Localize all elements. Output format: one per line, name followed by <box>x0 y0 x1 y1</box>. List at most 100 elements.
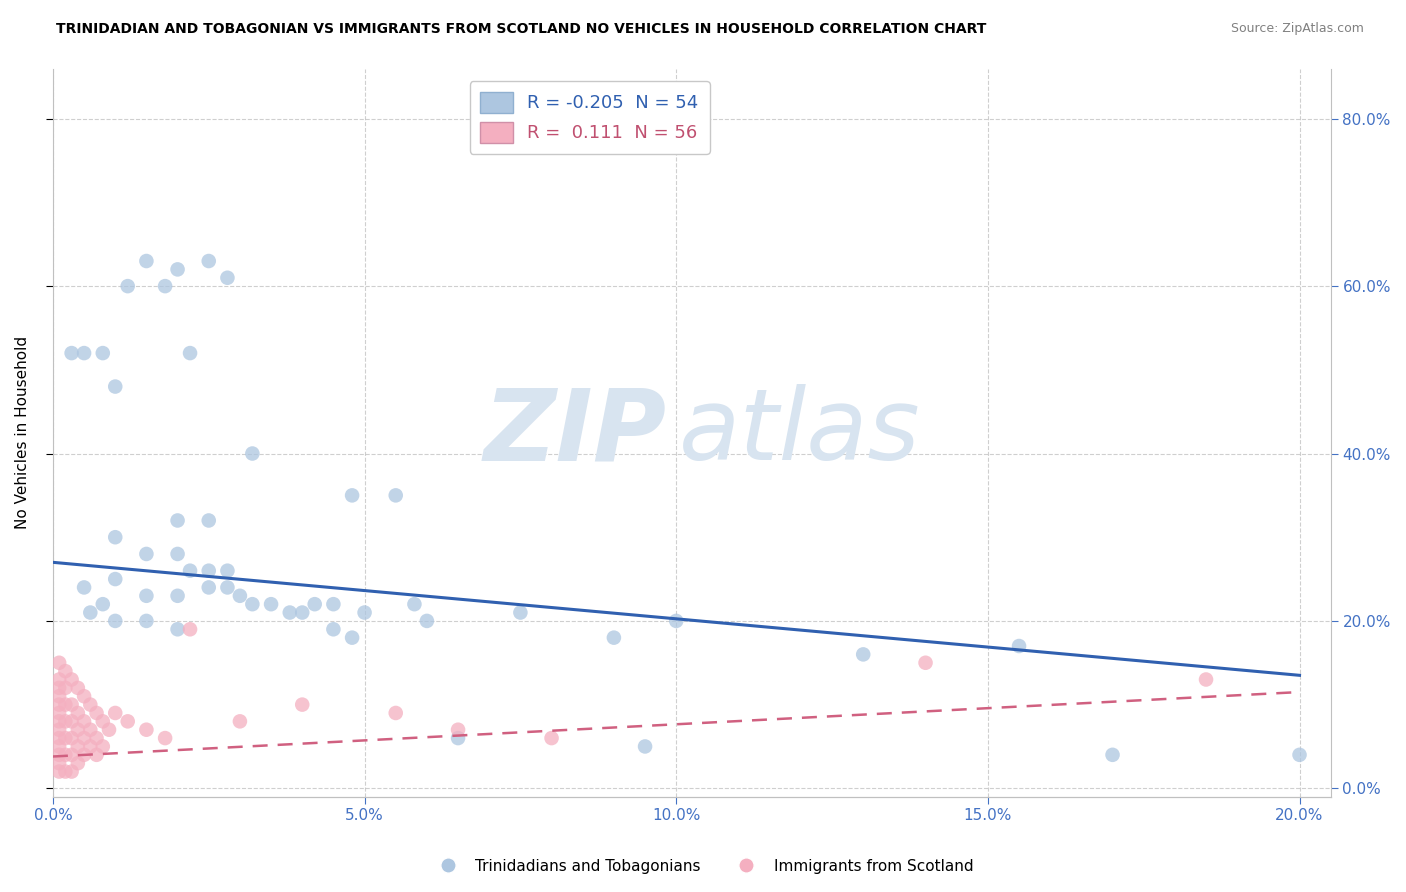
Point <box>197 564 219 578</box>
Legend: Trinidadians and Tobagonians, Immigrants from Scotland: Trinidadians and Tobagonians, Immigrants… <box>426 853 980 880</box>
Point <box>229 714 252 729</box>
Point <box>73 714 96 729</box>
Point <box>1288 747 1310 762</box>
Point <box>73 346 96 360</box>
Point <box>135 589 157 603</box>
Point <box>66 706 89 720</box>
Point <box>416 614 439 628</box>
Point <box>1195 673 1218 687</box>
Point <box>86 731 108 745</box>
Point <box>197 254 219 268</box>
Point <box>104 530 127 544</box>
Point <box>60 673 83 687</box>
Point <box>55 681 77 695</box>
Point <box>91 346 114 360</box>
Point <box>73 581 96 595</box>
Point <box>66 723 89 737</box>
Point <box>135 254 157 268</box>
Point <box>48 698 70 712</box>
Point <box>135 547 157 561</box>
Point <box>48 681 70 695</box>
Point <box>166 622 188 636</box>
Point <box>66 681 89 695</box>
Point <box>60 346 83 360</box>
Point <box>179 564 201 578</box>
Point <box>153 731 176 745</box>
Point <box>73 690 96 704</box>
Point <box>91 714 114 729</box>
Point <box>48 764 70 779</box>
Point <box>135 614 157 628</box>
Point <box>79 698 101 712</box>
Point <box>79 606 101 620</box>
Point <box>404 597 426 611</box>
Point <box>48 706 70 720</box>
Point <box>229 589 252 603</box>
Point <box>60 731 83 745</box>
Point <box>322 597 344 611</box>
Point <box>104 614 127 628</box>
Point <box>104 706 127 720</box>
Point <box>384 706 406 720</box>
Point <box>60 714 83 729</box>
Point <box>60 764 83 779</box>
Point <box>48 656 70 670</box>
Point <box>91 739 114 754</box>
Point <box>48 714 70 729</box>
Point <box>48 747 70 762</box>
Point <box>447 723 470 737</box>
Point <box>166 547 188 561</box>
Point <box>73 747 96 762</box>
Point <box>540 731 562 745</box>
Point <box>322 622 344 636</box>
Point <box>197 513 219 527</box>
Point <box>240 597 263 611</box>
Y-axis label: No Vehicles in Household: No Vehicles in Household <box>15 336 30 529</box>
Point <box>291 606 314 620</box>
Text: atlas: atlas <box>679 384 921 481</box>
Point <box>634 739 657 754</box>
Point <box>197 581 219 595</box>
Point <box>66 756 89 771</box>
Point <box>55 664 77 678</box>
Point <box>135 723 157 737</box>
Point <box>48 739 70 754</box>
Point <box>340 488 363 502</box>
Point <box>166 262 188 277</box>
Point <box>55 747 77 762</box>
Point <box>86 706 108 720</box>
Point <box>509 606 531 620</box>
Point <box>665 614 688 628</box>
Legend: R = -0.205  N = 54, R =  0.111  N = 56: R = -0.205 N = 54, R = 0.111 N = 56 <box>470 81 710 153</box>
Point <box>60 698 83 712</box>
Point <box>166 589 188 603</box>
Point <box>55 731 77 745</box>
Point <box>55 714 77 729</box>
Point <box>179 622 201 636</box>
Point <box>852 648 875 662</box>
Point <box>240 446 263 460</box>
Point <box>217 564 239 578</box>
Point <box>66 739 89 754</box>
Point <box>55 764 77 779</box>
Point <box>104 379 127 393</box>
Point <box>291 698 314 712</box>
Point <box>117 279 139 293</box>
Point <box>79 723 101 737</box>
Point <box>340 631 363 645</box>
Point <box>98 723 121 737</box>
Point <box>117 714 139 729</box>
Point <box>48 731 70 745</box>
Point <box>260 597 283 611</box>
Point <box>217 270 239 285</box>
Point <box>86 747 108 762</box>
Point <box>1101 747 1123 762</box>
Point <box>153 279 176 293</box>
Point <box>914 656 936 670</box>
Point <box>447 731 470 745</box>
Point <box>304 597 326 611</box>
Point <box>48 723 70 737</box>
Point <box>48 756 70 771</box>
Point <box>353 606 375 620</box>
Point <box>79 739 101 754</box>
